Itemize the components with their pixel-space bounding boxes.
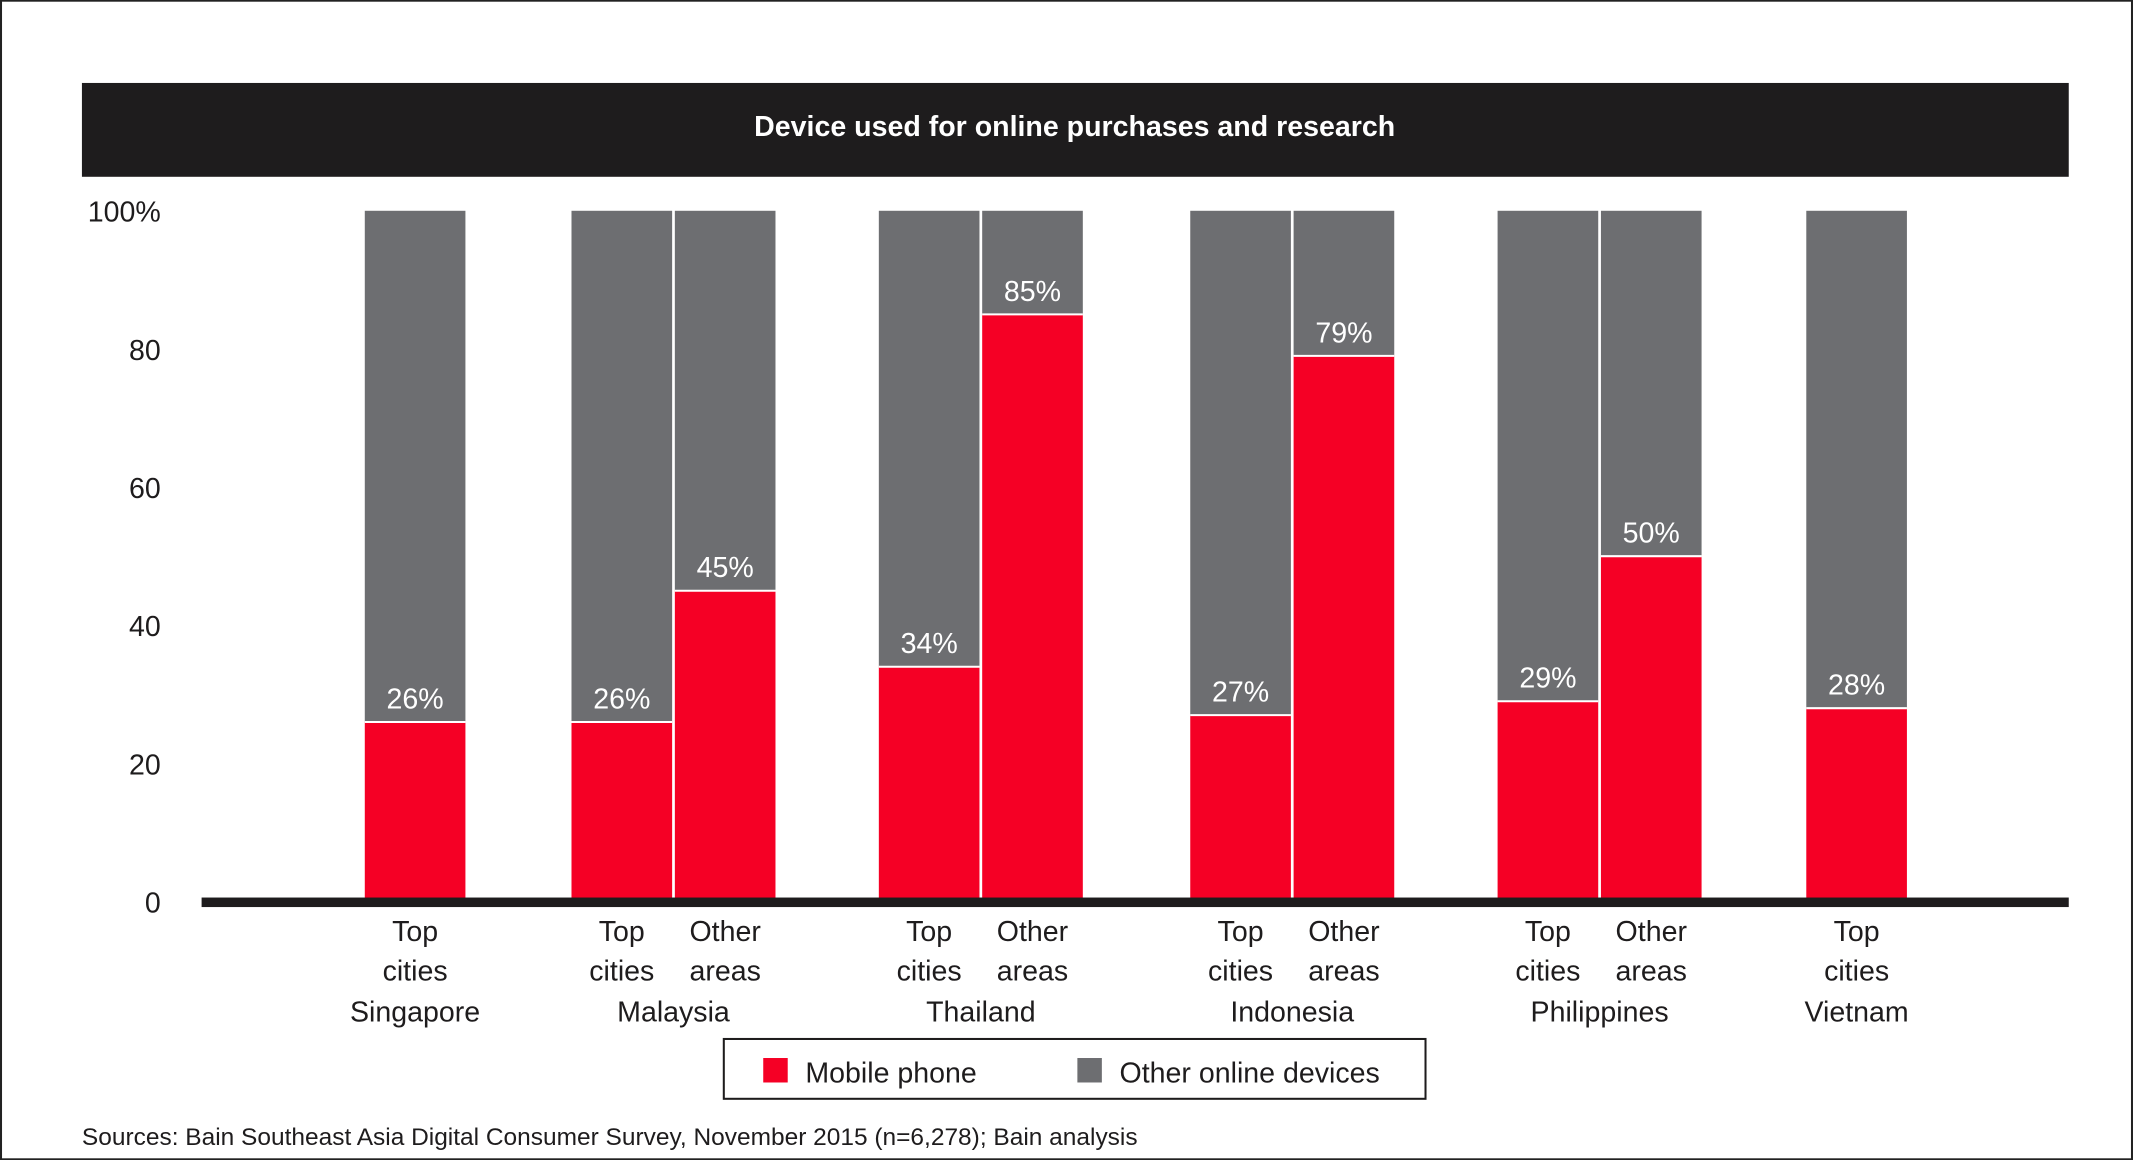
bar-group-indonesia: 27% 79% [1190,210,1395,902]
country-label: Indonesia [1230,996,1354,1028]
legend-label-other: Other online devices [1120,1057,1380,1089]
bar-other-devices [982,210,1083,315]
legend: Mobile phone Other online devices [722,1037,1427,1100]
bar-group-vietnam: 28% [1806,210,1907,902]
legend-swatch-mobile [763,1058,788,1083]
bar-other-devices [1190,210,1291,716]
x-tick-label: Top [1834,916,1880,948]
x-tick-label: Other [997,916,1069,948]
y-tick-label: 60 [129,473,161,505]
y-tick-label: 80 [129,335,161,367]
legend-swatch-other [1077,1058,1102,1083]
legend-box [722,1037,1427,1100]
bar-other-devices [364,210,466,723]
x-tick-label: cities [589,955,654,987]
bar-group-singapore: 26% [364,210,466,902]
legend-label-mobile: Mobile phone [805,1057,976,1089]
bar-mobile-phone [982,314,1083,902]
data-label: 27% [1212,676,1269,708]
bar-other-devices [674,210,776,591]
x-tick-label: cities [383,955,448,987]
data-label: 85% [1004,276,1061,308]
title-bar [81,82,2069,177]
country-label: Thailand [926,996,1036,1028]
x-tick-label: cities [897,955,962,987]
data-label: 26% [593,683,650,715]
country-label: Philippines [1531,996,1669,1028]
bar-mobile-phone [1806,708,1907,902]
x-tick-label: Top [392,916,438,948]
bar-group-malaysia: 26% 45% [571,210,776,902]
bar-group-thailand: 34% 85% [878,210,1083,902]
country-label: Singapore [350,996,480,1028]
x-tick-label: areas [689,955,760,987]
source-note: Sources: Bain Southeast Asia Digital Con… [82,1124,1138,1151]
data-label: 26% [387,683,444,715]
data-label: 29% [1519,663,1576,695]
data-label: 34% [901,628,958,660]
country-label: Malaysia [617,996,730,1028]
bar-other-devices [1293,210,1395,356]
bar-mobile-phone [364,722,466,902]
bar-mobile-phone [878,666,980,902]
x-tick-label: Top [906,916,952,948]
data-label: 28% [1828,670,1885,702]
x-tick-label: Other [1308,916,1380,948]
bar-other-devices [1497,210,1599,702]
bar-other-devices [878,210,980,667]
x-tick-label: Top [1218,916,1264,948]
bar-mobile-phone [1600,556,1702,902]
bar-other-devices [1806,210,1907,709]
bar-mobile-phone [1293,355,1395,902]
x-tick-label: cities [1824,955,1889,987]
bar-other-devices [1600,210,1702,557]
y-tick-label: 100% [88,197,161,229]
x-tick-label: Top [599,916,645,948]
bar-group-philippines: 29% 50% [1497,210,1702,902]
country-label: Vietnam [1804,996,1908,1028]
x-tick-label: areas [1616,955,1687,987]
data-label: 45% [697,552,754,584]
bar-mobile-phone [1190,715,1291,902]
chart-title: Device used for online purchases and res… [754,111,1395,143]
data-label: 79% [1315,317,1372,349]
x-tick-label: areas [997,955,1068,987]
x-axis-line [201,897,2069,908]
x-tick-label: Other [1616,916,1688,948]
y-tick-label: 0 [145,887,161,919]
bar-mobile-phone [1497,701,1599,902]
x-tick-label: cities [1515,955,1580,987]
bar-mobile-phone [571,722,673,902]
y-tick-label: 20 [129,749,161,781]
x-tick-label: cities [1208,955,1273,987]
x-tick-label: Other [689,916,761,948]
data-label: 50% [1623,518,1680,550]
y-tick-label: 40 [129,611,161,643]
x-tick-label: areas [1308,955,1379,987]
x-tick-label: Top [1525,916,1571,948]
bar-mobile-phone [674,590,776,902]
bar-other-devices [571,210,673,723]
